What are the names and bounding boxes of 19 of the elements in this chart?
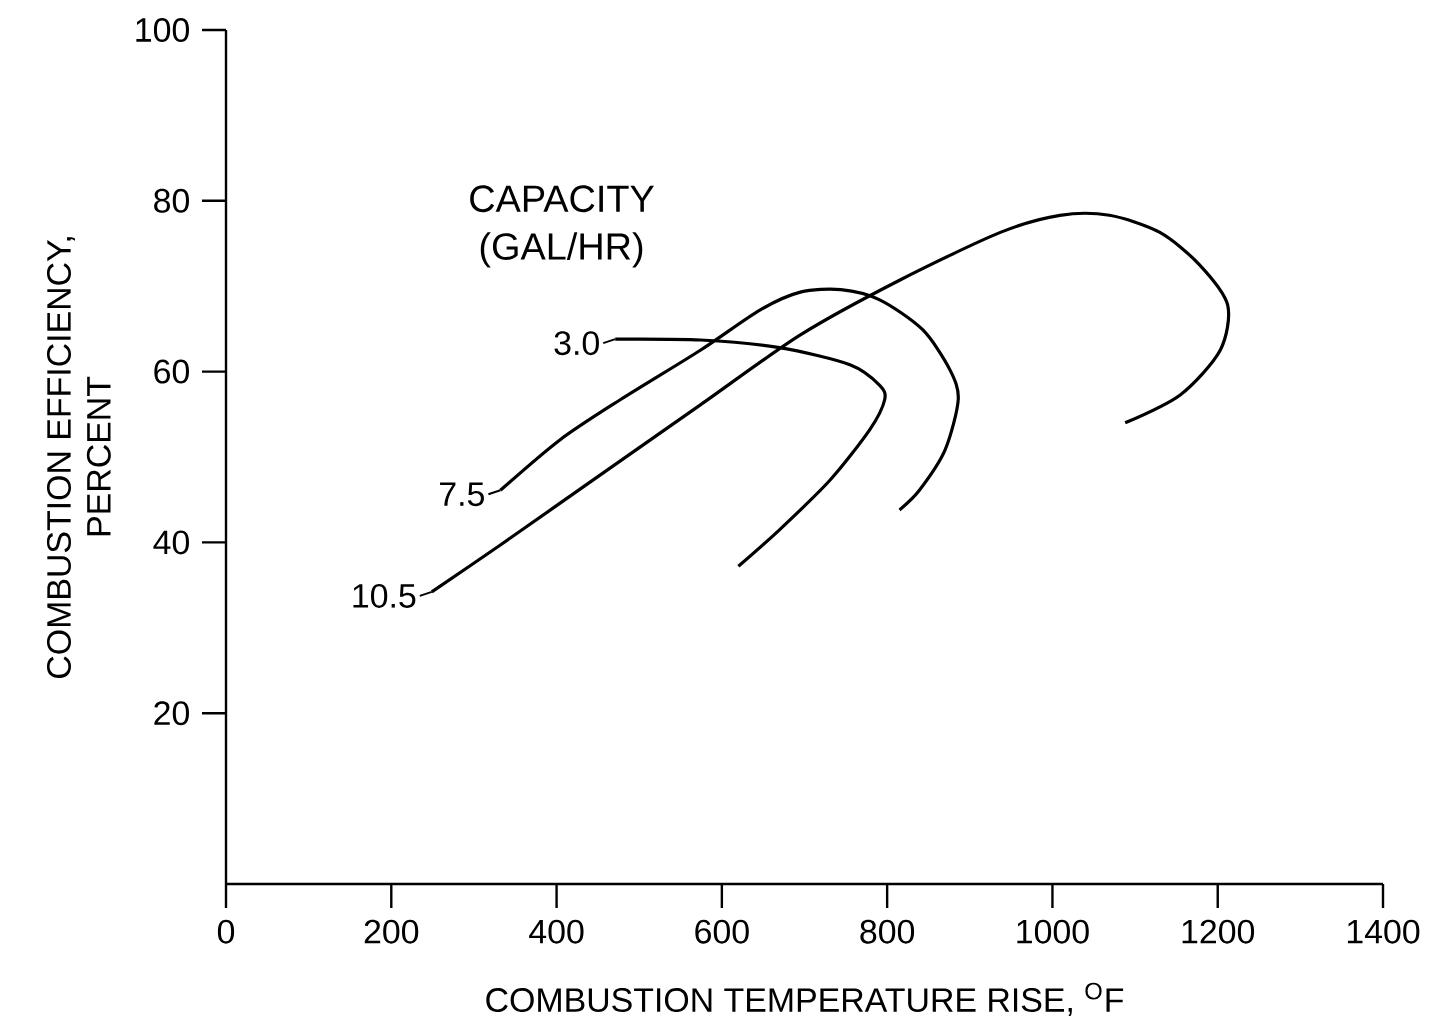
y-tick-label: 20	[154, 701, 189, 726]
y-tick-label: 40	[153, 530, 189, 555]
x-tick-label: 600	[695, 919, 749, 944]
x-tick-label: 1200	[1182, 919, 1255, 944]
x-tick-label: 200	[364, 919, 419, 944]
x-axis-title: COMBUSTION TEMPERATURE RISE, $^{O}$F	[486, 982, 1124, 1016]
x-tick-label: 1400	[1347, 919, 1420, 944]
legend-title: CAPACITY (GAL/HR)	[470, 185, 654, 268]
x-tick-label: 800	[860, 919, 915, 944]
y-tick-label: 100	[136, 17, 189, 42]
y-axis-title: COMBUSTION EFFICIENCY, PERCENT	[46, 237, 111, 678]
legend-label: 7.5	[440, 482, 484, 506]
x-tick-label: 400	[529, 919, 584, 944]
legend-label: 3.0	[554, 330, 599, 355]
y-tick-label: 60	[154, 359, 189, 384]
y-tick-label: 80	[154, 188, 189, 213]
x-tick-label: 1000	[1017, 919, 1089, 944]
legend-label: 10.5	[353, 583, 416, 608]
x-tick-label: 0	[217, 919, 235, 944]
